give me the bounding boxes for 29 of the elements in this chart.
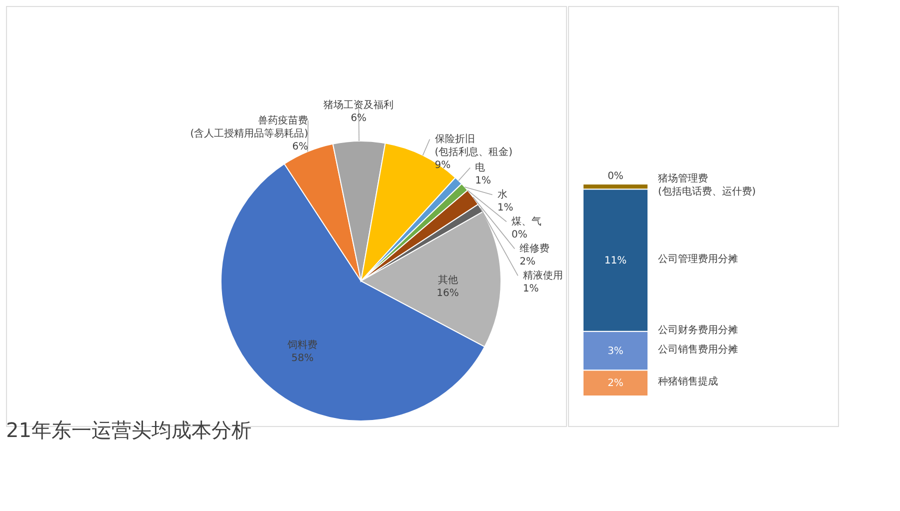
data-label: 1% [475, 176, 492, 187]
data-label: 6% [350, 113, 367, 124]
slice-label: 水 [497, 188, 508, 201]
category-label: 煤、气 [511, 216, 542, 228]
slice-label: 其他 [438, 274, 458, 286]
series-label: 公司销售费用分摊 [658, 343, 738, 356]
slice-label: 保险折旧(包括利息、租金) [434, 133, 513, 158]
data-label: 1% [522, 284, 539, 295]
series-label: 猪场管理费(包括电话费、运什费) [658, 172, 756, 198]
data-label: 6% [292, 141, 308, 152]
data-label: 2% [520, 256, 536, 268]
slice-label: 电 [475, 162, 486, 174]
series-label: 公司管理费用分摊 [658, 252, 738, 265]
slice-label: 饲料费 [286, 339, 318, 352]
series-label: 种猪销售提成 [658, 376, 718, 388]
data-label: 58% [291, 353, 314, 364]
slice-label: 兽药疫苗费(含人工授精用品等易耗品) [190, 114, 308, 140]
text: 21年东一运营头均成本分析 [6, 418, 252, 442]
data-label: 11% [604, 255, 627, 266]
data-label: 1% [497, 202, 514, 214]
data-label: 3% [608, 346, 624, 357]
data-label: 0% [608, 171, 624, 182]
data-label: 2% [608, 378, 624, 390]
slice-label: 猪场工资及福利 [324, 99, 394, 112]
text: 0% [511, 230, 528, 241]
slice-label: 精液使用 [522, 270, 563, 282]
slice-label: 维修费 [520, 242, 550, 255]
data-label: 16% [436, 288, 459, 299]
legend-label: 公司财务费用分摊 [658, 324, 738, 336]
